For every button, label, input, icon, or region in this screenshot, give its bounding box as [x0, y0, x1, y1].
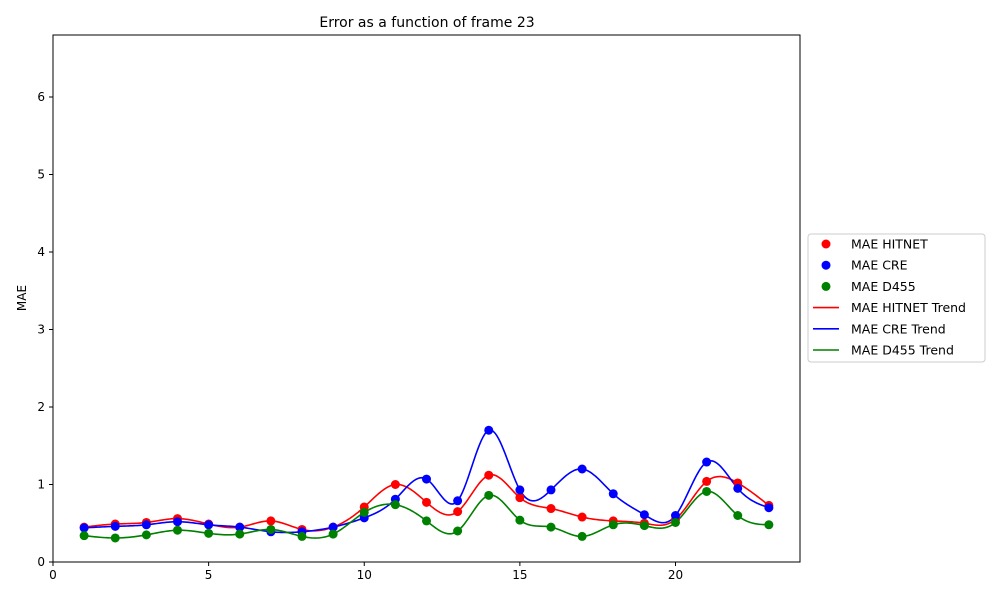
data-point-s0-13 [484, 470, 494, 480]
data-point-s2-15 [546, 522, 556, 532]
x-tick-label-2: 10 [357, 568, 372, 582]
data-point-s2-11 [422, 516, 431, 526]
x-tick-label-4: 20 [668, 568, 683, 582]
y-tick-label-3: 3 [37, 323, 45, 337]
legend-box [807, 233, 986, 363]
data-point-s2-22 [764, 520, 774, 530]
data-point-s1-5 [235, 522, 245, 532]
y-tick-label-5: 5 [37, 168, 45, 182]
data-point-s0-12 [453, 507, 463, 517]
data-point-s2-0 [79, 531, 89, 541]
data-point-s1-14 [515, 485, 525, 495]
legend-marker-0 [821, 239, 831, 249]
data-point-s2-21 [733, 511, 743, 520]
data-point-s2-6 [266, 524, 276, 534]
legend-label-3: MAE HITNET Trend [851, 300, 966, 315]
data-point-s0-16 [577, 512, 587, 522]
x-tick-label-0: 0 [49, 568, 57, 582]
data-point-s2-3 [173, 525, 182, 535]
data-point-s1-0 [79, 523, 89, 533]
legend-label-2: MAE D455 [851, 279, 916, 294]
data-point-s2-7 [297, 531, 307, 541]
y-tick-label-1: 1 [37, 478, 45, 492]
data-point-s0-11 [422, 497, 431, 507]
data-point-s1-22 [764, 503, 774, 513]
data-point-s2-9 [359, 507, 369, 517]
y-tick-label-4: 4 [37, 245, 45, 259]
data-point-s1-17 [608, 489, 618, 499]
data-point-s1-11 [422, 474, 431, 484]
data-point-s1-3 [173, 517, 182, 527]
legend: MAE HITNET MAE CRE MAE D455 MAE HITNET Tren… [807, 233, 986, 363]
legend-marker-1 [821, 260, 831, 270]
y-axis-label: MAE [15, 285, 29, 311]
data-point-s1-1 [110, 521, 120, 531]
y-tick-label-0: 0 [37, 555, 45, 569]
legend-label-5: MAE D455 Trend [851, 343, 954, 358]
data-point-s2-10 [390, 500, 400, 510]
data-point-s2-17 [608, 520, 618, 530]
data-point-s0-6 [266, 516, 276, 526]
data-point-s1-18 [639, 510, 649, 520]
data-point-s1-21 [733, 483, 743, 493]
data-point-s2-4 [204, 528, 214, 538]
data-point-s1-16 [577, 464, 587, 474]
x-tick-label-3: 15 [512, 568, 527, 582]
data-point-s0-10 [390, 480, 400, 489]
data-point-s1-8 [328, 522, 338, 532]
legend-marker-2 [821, 281, 831, 291]
data-point-s1-2 [141, 520, 151, 530]
legend-label-4: MAE CRE Trend [851, 321, 946, 336]
data-point-s1-4 [204, 520, 214, 530]
data-point-s0-14 [515, 493, 525, 503]
legend-label-0: MAE HITNET [851, 237, 928, 252]
data-point-s1-15 [546, 485, 556, 495]
chart-title: Error as a function of frame 23 [319, 15, 534, 31]
data-point-s0-15 [546, 504, 556, 514]
data-point-s1-19 [671, 511, 680, 520]
x-tick-label-1: 5 [205, 568, 213, 582]
data-point-s2-18 [639, 521, 649, 531]
data-point-s2-19 [671, 517, 680, 527]
data-point-s2-5 [235, 529, 245, 539]
data-point-s2-13 [484, 490, 494, 500]
plot-frame [52, 34, 801, 563]
legend-label-1: MAE CRE [851, 258, 908, 273]
data-point-s2-20 [702, 486, 712, 496]
data-point-s2-14 [515, 515, 525, 525]
y-tick-label-2: 2 [37, 400, 45, 414]
data-point-s2-8 [328, 529, 338, 539]
data-point-s1-13 [484, 425, 494, 435]
data-point-s2-12 [453, 526, 463, 536]
data-point-s2-2 [141, 530, 151, 540]
data-point-s1-20 [702, 457, 712, 467]
data-point-s0-20 [702, 476, 712, 486]
data-point-s2-1 [110, 533, 120, 543]
data-point-s1-12 [453, 496, 463, 506]
y-tick-label-6: 6 [37, 90, 45, 104]
data-point-s2-16 [577, 531, 587, 541]
